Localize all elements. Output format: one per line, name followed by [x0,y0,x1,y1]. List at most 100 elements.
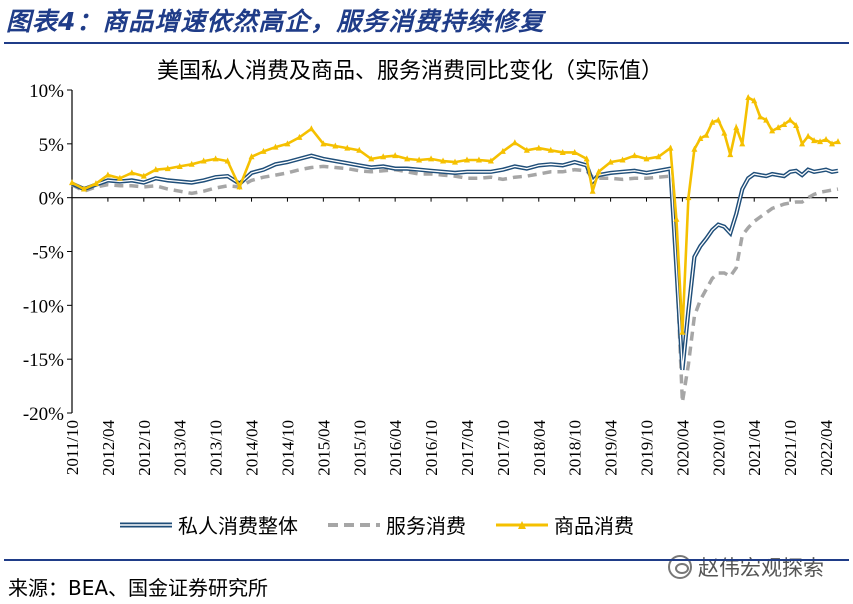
x-tick-label: 2018/10 [566,420,585,476]
goods-point-marker [607,158,614,165]
source-note: 来源：BEA、国金证券研究所 [8,576,269,600]
goods-point-marker [769,127,776,134]
goods-point-marker [224,157,231,164]
goods-point-marker [440,157,447,164]
goods-point-marker [356,146,363,153]
goods-point-marker [631,152,638,159]
goods-point-marker [212,155,219,162]
x-tick-label: 2017/04 [458,420,477,476]
goods-point-marker [176,162,183,169]
x-tick-label: 2013/10 [207,420,226,476]
x-tick-label: 2019/10 [638,420,657,476]
x-tick-label: 2013/04 [171,420,190,476]
legend-item-services: 服务消费 [328,510,466,539]
legend-swatch-total [120,522,172,527]
x-tick-label: 2018/04 [530,420,549,476]
goods-point-marker [272,143,279,150]
goods-point-marker [499,147,506,154]
chart-axes: 10% 5% 0% -5% -10% -15% -20%2011/10 2012/04 2012… [23,81,838,476]
goods-point-marker [751,97,758,104]
y-tick-label: -10% [23,296,64,317]
watermark: 赵伟宏观探索 [668,552,824,582]
goods-point-marker [781,120,788,127]
series-line-goods [71,95,839,333]
legend-item-total: 私人消费整体 [120,510,298,539]
goods-point-marker [721,129,728,136]
goods-point-marker [559,148,566,155]
watermark-text: 赵伟宏观探索 [698,556,824,580]
x-tick-label: 2017/10 [494,420,513,476]
goods-point-marker [416,156,423,163]
goods-point-marker [284,140,291,147]
x-tick-label: 2020/04 [673,420,692,476]
goods-point-marker [829,140,836,147]
y-tick-label: -5% [32,243,64,264]
x-tick-label: 2011/10 [63,420,82,475]
goods-point-marker [727,151,734,158]
goods-point-marker [787,116,794,123]
goods-point-marker [320,140,327,147]
goods-point-marker [589,187,596,194]
goods-point-marker [80,185,87,192]
x-tick-label: 2012/10 [135,420,154,476]
goods-point-marker [817,138,824,145]
goods-point-marker [511,139,518,146]
goods-point-marker [332,142,339,149]
y-tick-label: 10% [29,81,64,102]
goods-point-marker [535,144,542,151]
chart: 美国私人消费及商品、服务消费同比变化（实际值） 10% 5% 0% -5% -10% -1… [23,59,841,476]
goods-point-marker [571,148,578,155]
bottom-rule [4,559,849,561]
goods-point-marker [835,138,841,145]
goods-point-marker [655,153,662,160]
goods-point-marker [140,172,147,179]
goods-point-marker [739,140,746,147]
chart-series [69,94,841,403]
goods-point-marker [823,136,830,143]
series-line-services [71,164,839,403]
legend-label-services: 服务消费 [386,514,466,538]
x-tick-label: 2015/04 [314,420,333,476]
goods-point-marker [344,144,351,151]
chart-title: 美国私人消费及商品、服务消费同比变化（实际值） [157,59,663,84]
x-tick-label: 2015/10 [350,420,369,476]
goods-point-marker [763,116,770,123]
goods-point-marker [685,194,692,201]
x-tick-label: 2016/04 [386,420,405,476]
goods-point-marker [703,131,710,138]
x-tick-label: 2022/04 [817,420,836,476]
goods-point-marker [152,166,159,173]
goods-point-marker [697,134,704,141]
goods-point-marker [164,165,171,172]
goods-point-marker [757,113,764,120]
x-tick-label: 2014/04 [243,420,262,476]
x-tick-label: 2012/04 [99,420,118,476]
y-tick-label: -20% [23,404,64,425]
goods-point-marker [92,180,99,187]
goods-point-marker [368,155,375,162]
series-line-total [71,153,839,371]
x-tick-label: 2016/10 [422,420,441,476]
goods-point-marker [116,174,123,181]
goods-point-marker [793,122,800,129]
goods-point-marker [643,155,650,162]
goods-point-marker [452,158,458,165]
goods-point-marker [69,179,75,186]
goods-point-marker [691,145,698,152]
legend-label-total: 私人消费整体 [178,514,298,538]
goods-point-marker [715,116,722,123]
goods-point-marker [595,168,602,175]
wechat-icon [668,555,692,579]
y-tick-label: 0% [39,189,65,210]
goods-point-marker [775,124,782,131]
goods-point-marker [487,157,494,164]
x-tick-label: 2014/10 [278,420,297,476]
goods-point-marker [733,124,740,131]
legend-swatch-goods [496,520,548,529]
x-tick-label: 2019/04 [602,420,621,476]
goods-point-marker [811,137,818,144]
goods-point-marker [799,140,806,147]
goods-point-marker [392,152,399,159]
goods-point-marker [308,125,315,132]
goods-point-marker [805,132,812,139]
